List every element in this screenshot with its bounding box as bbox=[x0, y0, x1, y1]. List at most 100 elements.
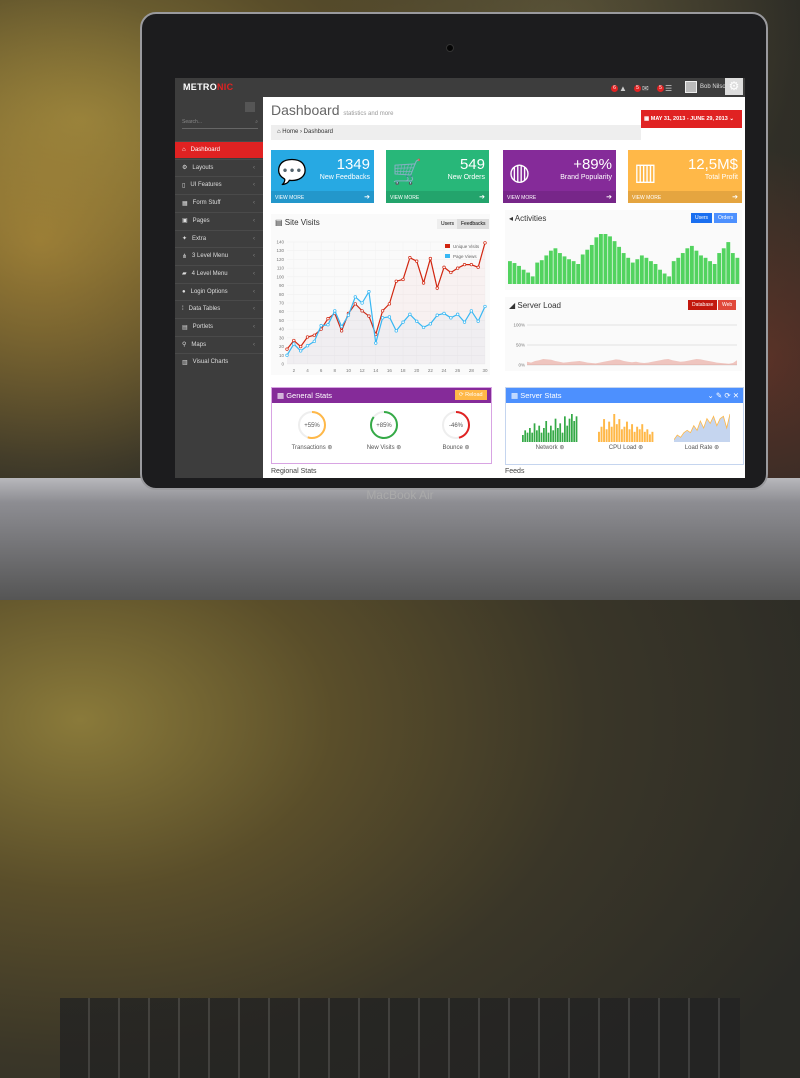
sidebar-item-dashboard[interactable]: ⌂ Dashboard bbox=[175, 141, 263, 158]
arrow-circle-icon[interactable]: ⊛ bbox=[396, 445, 402, 451]
sidebar-item-label: Login Options bbox=[190, 288, 228, 295]
wrench-icon[interactable]: ✎ bbox=[715, 391, 723, 400]
legend-label: Unique Visits bbox=[453, 244, 480, 249]
x-tick-label: 26 bbox=[455, 368, 461, 373]
x-tick-label: 2 bbox=[293, 368, 296, 373]
arrow-circle-icon: ➔ bbox=[479, 194, 485, 201]
logo[interactable]: METRONIC bbox=[183, 82, 234, 92]
y-tick-label: 50 bbox=[279, 318, 285, 323]
activity-bar bbox=[526, 272, 531, 284]
data-point bbox=[408, 256, 412, 260]
sidebar-item-layouts[interactable]: ⚙ Layouts ‹ bbox=[175, 158, 263, 176]
activity-bar bbox=[535, 262, 540, 284]
activity-bar bbox=[530, 276, 535, 284]
activity-bar bbox=[671, 261, 676, 284]
tab-feedbacks[interactable]: Feedbacks bbox=[457, 219, 490, 229]
y-tick-label: 130 bbox=[276, 248, 284, 253]
data-point bbox=[483, 304, 487, 309]
sidebar-toggle-button[interactable] bbox=[245, 102, 255, 112]
spark-bar bbox=[554, 418, 557, 442]
legend-swatch bbox=[445, 244, 450, 248]
arrow-circle-icon[interactable]: ⊛ bbox=[714, 445, 720, 451]
inbox-notification[interactable]: 5 ✉ bbox=[634, 82, 649, 94]
arrow-circle-icon[interactable]: ⊛ bbox=[559, 445, 565, 451]
cogs-icon: ⚙ bbox=[182, 165, 188, 172]
tab-users[interactable]: Users bbox=[437, 219, 459, 229]
spark-bar bbox=[540, 432, 543, 442]
data-point bbox=[319, 324, 323, 328]
refresh-icon[interactable]: ⟳ bbox=[724, 391, 731, 400]
arrow-circle-icon[interactable]: ⊛ bbox=[638, 445, 644, 451]
data-point bbox=[394, 329, 398, 333]
sidebar-item-login-options[interactable]: ● Login Options ‹ bbox=[175, 282, 263, 300]
collapse-icon[interactable]: ⌄ bbox=[707, 391, 714, 400]
view-more-link[interactable]: VIEW MORE ➔ bbox=[271, 191, 374, 203]
spark-bar bbox=[615, 424, 618, 442]
spark-bar bbox=[561, 432, 564, 442]
close-icon[interactable]: ✕ bbox=[732, 391, 739, 400]
gauge-ring: +55% bbox=[298, 411, 326, 439]
legend-swatch bbox=[445, 254, 450, 258]
chevron-left-icon: ‹ bbox=[253, 253, 255, 260]
sidebar-item-label: UI Features bbox=[190, 182, 222, 189]
spark-bar bbox=[623, 426, 626, 442]
search-input[interactable]: Search... ⌕ bbox=[182, 119, 258, 129]
sidebar-item-data-tables[interactable]: ⁞ Data Tables ‹ bbox=[175, 300, 263, 317]
warning-notification[interactable]: 6 ▲ bbox=[611, 82, 627, 94]
sidebar-item-ui-features[interactable]: ▯ UI Features ‹ bbox=[175, 176, 263, 193]
activity-bar bbox=[539, 260, 544, 284]
warning-icon: ▲ bbox=[619, 83, 627, 93]
globe-icon: ◍ bbox=[509, 159, 530, 186]
site-visits-title: ▤ Site Visits bbox=[275, 218, 320, 227]
spark-bar bbox=[605, 429, 608, 442]
sparkline: Load Rate ⊛ bbox=[672, 412, 732, 451]
activity-bar bbox=[548, 250, 553, 284]
tab-orders[interactable]: Orders bbox=[714, 213, 738, 223]
reload-button[interactable]: ⟳ Reload bbox=[455, 390, 487, 400]
view-more-link[interactable]: VIEW MORE ➔ bbox=[503, 191, 616, 203]
activities-panel: ◂ Activities Users Orders bbox=[505, 210, 742, 290]
tasks-notification[interactable]: 5 ☰ bbox=[657, 82, 672, 94]
spark-bar bbox=[529, 428, 531, 442]
map-marker-icon: ⚲ bbox=[182, 342, 187, 349]
gear-icon[interactable]: ⚙ bbox=[725, 78, 743, 95]
date-range-button[interactable]: ▦ MAY 31, 2013 - JUNE 29, 2013 ⌄ bbox=[641, 110, 742, 128]
sparkline-chart bbox=[673, 413, 731, 442]
activity-bar bbox=[735, 257, 740, 284]
activity-bar bbox=[553, 248, 558, 284]
sidebar-item-visual-charts[interactable]: ▥ Visual Charts bbox=[175, 353, 263, 370]
activity-bar bbox=[508, 261, 512, 284]
view-more-link[interactable]: VIEW MORE ➔ bbox=[386, 191, 489, 203]
sitemap-icon: ⋔ bbox=[182, 253, 188, 260]
notification-badge: 5 bbox=[657, 84, 664, 92]
server-stats-header: ▦ Server Stats ⌄ ✎ ⟳ ✕ bbox=[506, 388, 743, 403]
y-tick-label: 10 bbox=[279, 353, 285, 358]
x-tick-label: 6 bbox=[320, 368, 323, 373]
spark-area bbox=[674, 414, 730, 442]
spark-bar bbox=[651, 431, 654, 442]
activity-bar bbox=[603, 234, 608, 284]
activity-bar bbox=[639, 255, 644, 284]
series-area bbox=[287, 291, 485, 364]
activity-bar bbox=[580, 254, 585, 284]
sparkline-chart bbox=[522, 414, 578, 442]
x-tick-label: 12 bbox=[360, 368, 366, 373]
sidebar-item-maps[interactable]: ⚲ Maps ‹ bbox=[175, 335, 263, 353]
sidebar-item-form-stuff[interactable]: ▦ Form Stuff ‹ bbox=[175, 194, 263, 211]
sidebar-item-4-level-menu[interactable]: ▰ 4 Level Menu ‹ bbox=[175, 264, 263, 282]
data-point bbox=[326, 317, 330, 321]
tab-web[interactable]: Web bbox=[718, 300, 737, 310]
arrow-circle-icon[interactable]: ⊛ bbox=[464, 445, 470, 451]
tab-users[interactable]: Users bbox=[691, 213, 713, 223]
spark-bar bbox=[573, 421, 576, 442]
breadcrumb-home[interactable]: Home bbox=[282, 129, 299, 135]
sidebar-item-extra[interactable]: ✦ Extra ‹ bbox=[175, 229, 263, 247]
tab-database[interactable]: Database bbox=[688, 300, 718, 310]
view-more-link[interactable]: VIEW MORE ➔ bbox=[628, 191, 742, 203]
arrow-circle-icon[interactable]: ⊛ bbox=[327, 445, 333, 451]
chart-icon: ▤ bbox=[275, 218, 283, 227]
sidebar-item-pages[interactable]: ▣ Pages ‹ bbox=[175, 211, 263, 229]
sidebar-item-3-level-menu[interactable]: ⋔ 3 Level Menu ‹ bbox=[175, 247, 263, 264]
data-point bbox=[353, 295, 357, 299]
sidebar-item-portlets[interactable]: ▤ Portlets ‹ bbox=[175, 318, 263, 335]
